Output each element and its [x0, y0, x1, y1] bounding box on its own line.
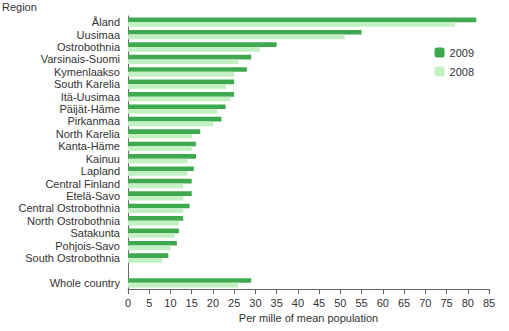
svg-text:Central Finland: Central Finland — [45, 178, 120, 190]
svg-text:North Ostrobothnia: North Ostrobothnia — [27, 215, 121, 227]
svg-text:Kymenlaakso: Kymenlaakso — [54, 66, 120, 78]
svg-text:Lapland: Lapland — [81, 165, 120, 177]
svg-text:Pirkanmaa: Pirkanmaa — [67, 115, 120, 127]
svg-text:25: 25 — [228, 297, 240, 309]
svg-text:Etelä-Savo: Etelä-Savo — [66, 190, 120, 202]
svg-text:40: 40 — [292, 297, 304, 309]
svg-text:60: 60 — [377, 297, 389, 309]
svg-text:Ostrobothnia: Ostrobothnia — [57, 41, 121, 53]
svg-text:North Karelia: North Karelia — [56, 128, 121, 140]
svg-text:Region: Region — [2, 1, 37, 13]
svg-text:80: 80 — [462, 297, 474, 309]
svg-text:Varsinais-Suomi: Varsinais-Suomi — [41, 53, 120, 65]
svg-text:South Karelia: South Karelia — [54, 78, 121, 90]
svg-text:Whole country: Whole country — [50, 277, 121, 289]
svg-text:55: 55 — [355, 297, 367, 309]
svg-text:30: 30 — [249, 297, 261, 309]
svg-text:50: 50 — [334, 297, 346, 309]
svg-text:Central Ostrobothnia: Central Ostrobothnia — [19, 202, 121, 214]
svg-text:Satakunta: Satakunta — [70, 227, 120, 239]
svg-text:2009: 2009 — [450, 47, 474, 59]
svg-text:65: 65 — [398, 297, 410, 309]
svg-text:Uusimaa: Uusimaa — [77, 29, 121, 41]
svg-text:5: 5 — [146, 297, 152, 309]
svg-text:South Ostrobothnia: South Ostrobothnia — [25, 252, 121, 264]
svg-text:2008: 2008 — [450, 66, 474, 78]
svg-text:20: 20 — [207, 297, 219, 309]
svg-text:Kainuu: Kainuu — [86, 153, 120, 165]
svg-text:70: 70 — [419, 297, 431, 309]
svg-text:10: 10 — [164, 297, 176, 309]
svg-text:Päijät-Häme: Päijät-Häme — [59, 103, 120, 115]
svg-text:35: 35 — [271, 297, 283, 309]
svg-text:75: 75 — [440, 297, 452, 309]
svg-text:15: 15 — [186, 297, 198, 309]
svg-text:0: 0 — [125, 297, 131, 309]
svg-text:Åland: Åland — [92, 16, 120, 28]
svg-text:Itä-Uusimaa: Itä-Uusimaa — [61, 91, 121, 103]
svg-text:Per mille of mean population: Per mille of mean population — [239, 312, 378, 324]
svg-text:45: 45 — [313, 297, 325, 309]
svg-text:Pohjois-Savo: Pohjois-Savo — [55, 240, 120, 252]
svg-text:85: 85 — [483, 297, 495, 309]
svg-text:Kanta-Häme: Kanta-Häme — [58, 140, 120, 152]
